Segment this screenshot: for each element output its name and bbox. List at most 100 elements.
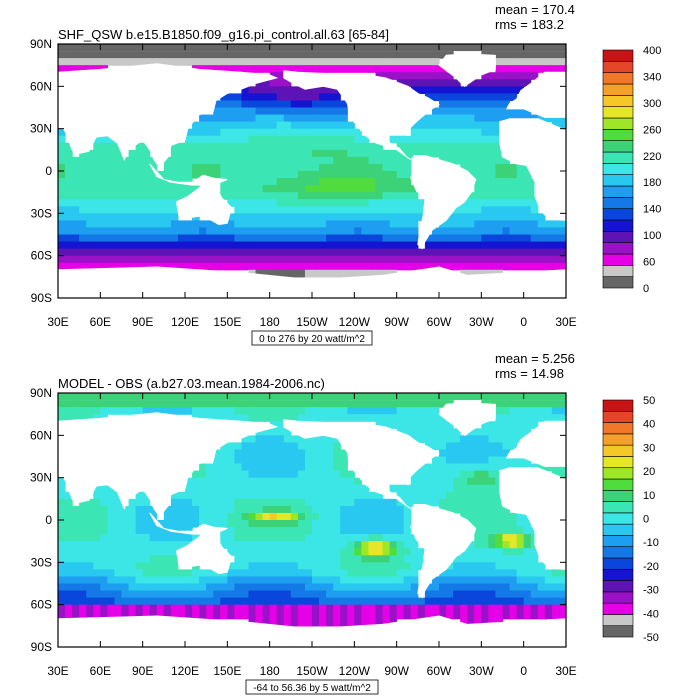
field-cell	[502, 463, 511, 472]
field-cell	[241, 107, 250, 116]
field-cell	[410, 234, 419, 243]
field-cell	[558, 255, 567, 264]
field-cell	[340, 149, 348, 158]
field-cell	[65, 213, 73, 221]
field-cell	[424, 72, 433, 80]
field-cell	[361, 512, 370, 521]
field-cell	[163, 192, 172, 200]
field-cell	[114, 597, 123, 606]
field-cell	[312, 463, 320, 472]
field-cell	[460, 597, 468, 606]
field-cell	[135, 604, 144, 613]
field-cell	[389, 51, 398, 59]
field-cell	[537, 407, 546, 415]
field-cell	[382, 512, 391, 521]
field-cell	[488, 199, 497, 207]
field-cell	[481, 107, 489, 116]
field-cell	[163, 527, 172, 535]
field-cell	[213, 463, 221, 472]
colorbar-swatch	[602, 568, 634, 581]
y-tick-label: 90S	[31, 640, 52, 654]
field-cell	[192, 520, 200, 528]
field-cell	[297, 199, 306, 207]
field-cell	[283, 58, 292, 66]
field-cell	[248, 505, 257, 514]
field-cell	[354, 192, 362, 200]
field-cell	[227, 93, 235, 102]
field-cell	[290, 58, 299, 66]
field-cell	[304, 149, 313, 158]
field-cell	[446, 107, 454, 116]
field-cell	[389, 498, 398, 507]
field-cell	[340, 611, 348, 620]
field-cell	[474, 520, 482, 528]
field-cell	[276, 548, 285, 556]
field-cell	[135, 227, 144, 236]
field-cell	[199, 407, 207, 415]
field-cell	[488, 192, 497, 200]
field-cell	[121, 199, 130, 207]
field-cell	[86, 241, 94, 250]
field-cell	[488, 576, 497, 585]
field-cell	[446, 135, 454, 144]
field-cell	[474, 618, 482, 627]
field-cell	[431, 241, 440, 250]
field-cell	[156, 199, 165, 207]
field-cell	[481, 185, 489, 193]
field-cell	[340, 234, 348, 243]
field-cell	[128, 185, 137, 193]
field-cell	[389, 512, 398, 521]
field-cell	[304, 505, 313, 514]
field-cell	[227, 248, 235, 257]
x-tick-label: 60W	[427, 315, 452, 329]
field-cell	[142, 255, 151, 264]
field-cell	[107, 241, 116, 250]
colorbar-swatch	[602, 591, 634, 604]
field-cell	[474, 428, 482, 436]
field-cell	[424, 611, 433, 620]
field-cell	[396, 255, 405, 264]
field-cell	[537, 114, 546, 123]
field-cell	[523, 185, 532, 193]
field-cell	[86, 597, 94, 606]
field-cell	[121, 185, 130, 193]
field-cell	[192, 128, 200, 137]
field-cell	[389, 72, 398, 80]
field-cell	[290, 407, 299, 415]
field-cell	[86, 548, 94, 556]
field-cell	[185, 51, 193, 59]
field-cell	[361, 527, 370, 535]
field-cell	[248, 100, 257, 109]
colorbar-swatch	[602, 580, 634, 593]
field-cell	[86, 527, 94, 535]
field-cell	[481, 421, 489, 429]
field-cell	[248, 107, 257, 116]
field-cell	[283, 583, 292, 592]
field-cell	[537, 590, 546, 599]
field-cell	[177, 220, 186, 229]
field-cell	[220, 142, 228, 151]
x-tick-label: 30E	[555, 664, 576, 678]
field-cell	[544, 227, 553, 236]
field-cell	[262, 548, 271, 556]
field-cell	[558, 590, 567, 599]
field-cell	[269, 407, 278, 415]
field-cell	[276, 576, 285, 585]
field-cell	[474, 206, 482, 214]
field-cell	[544, 414, 553, 422]
field-cell	[255, 590, 264, 599]
field-cell	[255, 604, 264, 613]
field-cell	[424, 121, 433, 130]
field-cell	[79, 178, 87, 186]
field-cell	[333, 407, 341, 415]
field-cell	[227, 611, 235, 620]
field-cell	[135, 407, 144, 415]
field-cell	[467, 477, 475, 486]
colorbar-swatch	[602, 422, 634, 435]
field-cell	[431, 456, 440, 465]
field-cell	[121, 255, 130, 264]
field-cell	[326, 128, 334, 137]
field-cell	[163, 234, 172, 243]
field-cell	[241, 548, 250, 556]
field-cell	[149, 541, 158, 549]
